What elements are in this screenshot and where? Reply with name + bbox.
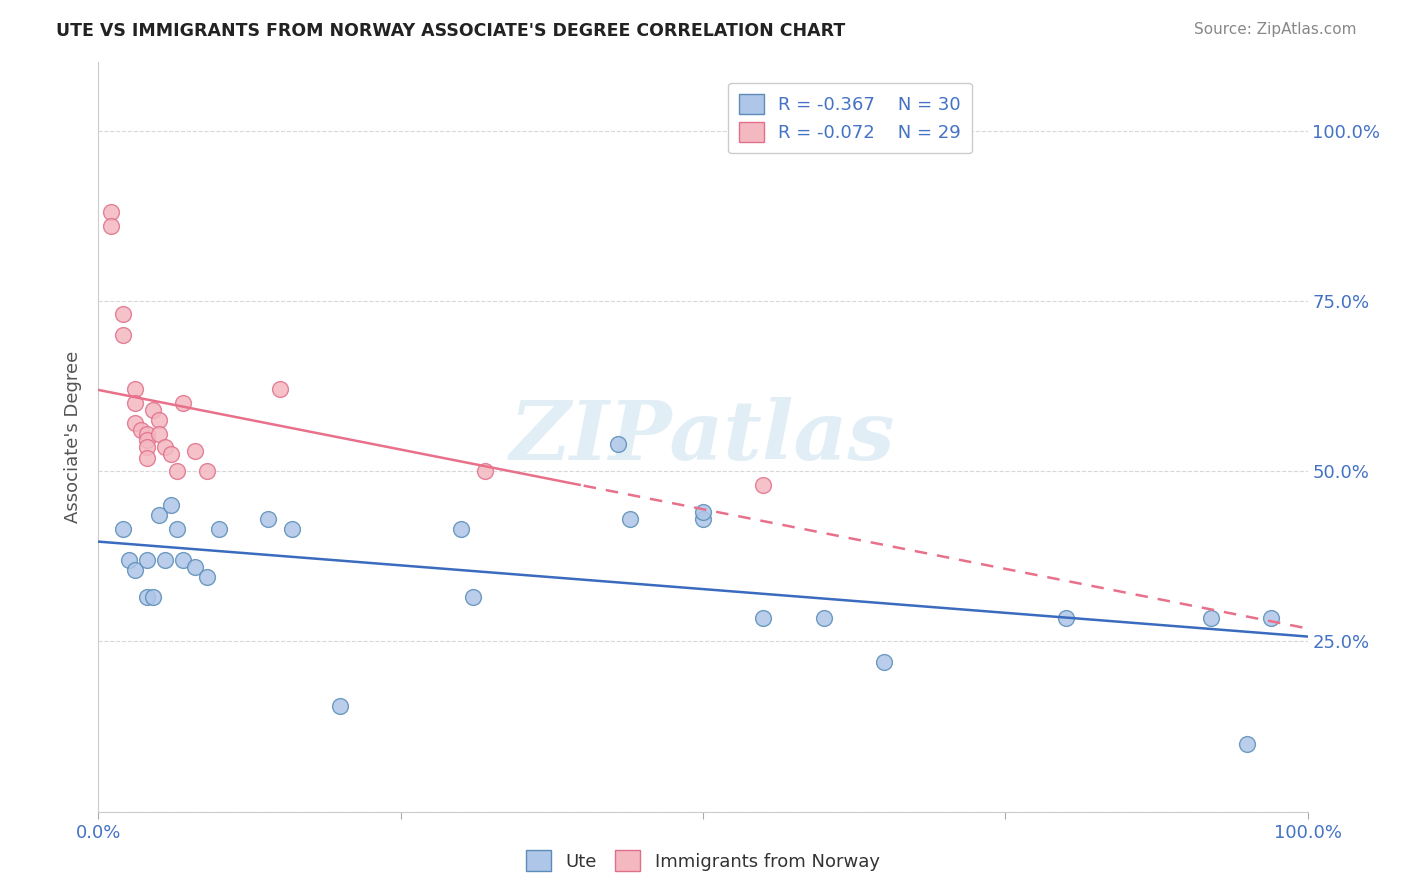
Legend: Ute, Immigrants from Norway: Ute, Immigrants from Norway xyxy=(519,843,887,879)
Point xyxy=(208,522,231,536)
Point xyxy=(160,447,183,461)
Point xyxy=(692,512,714,526)
Text: UTE VS IMMIGRANTS FROM NORWAY ASSOCIATE'S DEGREE CORRELATION CHART: UTE VS IMMIGRANTS FROM NORWAY ASSOCIATE'… xyxy=(56,22,845,40)
Point xyxy=(153,440,176,454)
Point xyxy=(129,423,152,437)
Point xyxy=(1199,610,1222,624)
Y-axis label: Associate's Degree: Associate's Degree xyxy=(65,351,83,524)
Point xyxy=(111,308,134,322)
Point xyxy=(195,570,218,584)
Point xyxy=(450,522,472,536)
Point xyxy=(142,402,165,417)
Point xyxy=(281,522,304,536)
Point xyxy=(166,464,188,478)
Point xyxy=(111,522,134,536)
Text: Source: ZipAtlas.com: Source: ZipAtlas.com xyxy=(1194,22,1357,37)
Point xyxy=(135,434,157,448)
Point xyxy=(463,590,485,604)
Point xyxy=(148,426,170,441)
Point xyxy=(135,450,157,465)
Point xyxy=(607,437,630,451)
Point xyxy=(184,559,207,574)
Point xyxy=(124,396,146,410)
Point xyxy=(474,464,496,478)
Point xyxy=(135,426,157,441)
Point xyxy=(1236,737,1258,751)
Point xyxy=(148,508,170,523)
Text: ZIPatlas: ZIPatlas xyxy=(510,397,896,477)
Point xyxy=(124,383,146,397)
Point xyxy=(148,413,170,427)
Point xyxy=(135,590,157,604)
Point xyxy=(619,512,641,526)
Point xyxy=(1054,610,1077,624)
Point xyxy=(153,552,176,566)
Point xyxy=(692,505,714,519)
Point xyxy=(813,610,835,624)
Point xyxy=(184,443,207,458)
Point xyxy=(873,655,896,669)
Point xyxy=(100,205,122,219)
Point xyxy=(195,464,218,478)
Point xyxy=(124,417,146,431)
Point xyxy=(172,552,194,566)
Point xyxy=(135,440,157,454)
Point xyxy=(752,610,775,624)
Point xyxy=(135,552,157,566)
Point xyxy=(124,563,146,577)
Point xyxy=(1260,610,1282,624)
Point xyxy=(256,512,278,526)
Legend: R = -0.367    N = 30, R = -0.072    N = 29: R = -0.367 N = 30, R = -0.072 N = 29 xyxy=(728,83,972,153)
Point xyxy=(160,498,183,512)
Point xyxy=(752,477,775,491)
Point xyxy=(100,219,122,233)
Point xyxy=(172,396,194,410)
Point xyxy=(329,699,352,714)
Point xyxy=(166,522,188,536)
Point xyxy=(269,383,291,397)
Point xyxy=(142,590,165,604)
Point xyxy=(111,327,134,342)
Point xyxy=(118,552,141,566)
